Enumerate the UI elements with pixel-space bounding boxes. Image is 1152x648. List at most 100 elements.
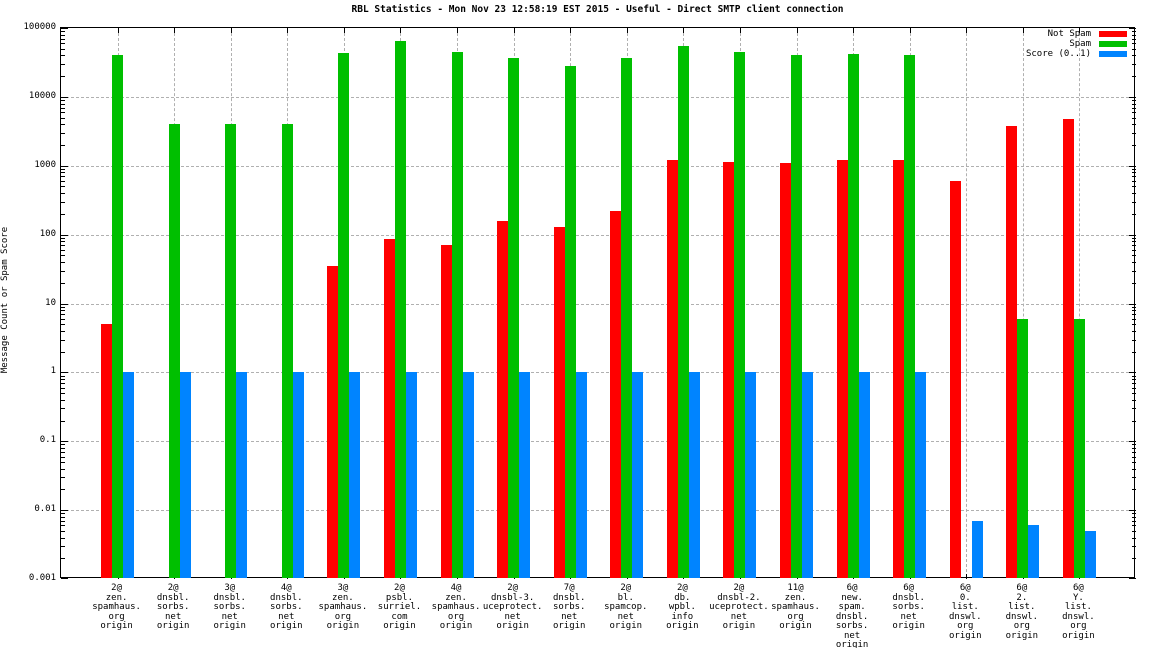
- legend-swatch: [1099, 41, 1127, 47]
- y-minor-tick: [61, 310, 65, 312]
- y-minor-tick: [61, 537, 65, 539]
- bar-score-0-1: [519, 372, 531, 578]
- y-major-tick: [61, 28, 68, 29]
- x-tick-label: 2@ psbl. surriel. com origin: [377, 583, 422, 631]
- x-tick-label: 6@ new. spam. dnsbl. sorbs. net origin: [835, 583, 869, 648]
- y-tick-label: 10: [45, 297, 56, 308]
- bar-score-0-1: [858, 372, 870, 578]
- x-tick-label: 7@ dnsbl. sorbs. net origin: [552, 583, 586, 631]
- legend: Not Spam Spam Score (0..1): [955, 29, 1127, 63]
- bar-not-spam: [101, 324, 113, 578]
- y-minor-tick: [1132, 393, 1136, 395]
- bar-spam: [394, 40, 406, 578]
- x-tick: [230, 28, 232, 33]
- y-minor-tick: [61, 520, 65, 522]
- y-minor-tick: [1132, 168, 1136, 170]
- y-minor-tick: [1132, 530, 1136, 532]
- y-minor-tick: [61, 525, 65, 527]
- bar-spam: [225, 124, 237, 578]
- y-minor-tick: [61, 241, 65, 243]
- x-tick-label: 2@ bl. spamcop. net origin: [604, 583, 648, 631]
- y-minor-tick: [61, 456, 65, 458]
- y-minor-tick: [61, 201, 65, 203]
- y-minor-tick: [1132, 107, 1136, 109]
- y-minor-tick: [61, 255, 65, 257]
- y-minor-tick: [61, 55, 65, 57]
- x-tick-label: 6@ dnsbl. sorbs. net origin: [892, 583, 925, 631]
- y-minor-tick: [61, 193, 65, 195]
- bar-not-spam: [836, 160, 848, 578]
- bar-spam: [451, 51, 463, 578]
- y-minor-tick: [1132, 444, 1136, 446]
- bar-spam: [791, 54, 803, 578]
- y-minor-tick: [1132, 55, 1136, 57]
- y-minor-tick: [1132, 100, 1136, 102]
- y-minor-tick: [1132, 383, 1136, 385]
- y-minor-tick: [61, 330, 65, 332]
- y-minor-tick: [1132, 48, 1136, 50]
- y-minor-tick: [61, 546, 65, 548]
- x-tick: [626, 28, 628, 33]
- y-minor-tick: [1132, 193, 1136, 195]
- bar-not-spam: [1062, 119, 1074, 578]
- y-minor-tick: [1132, 255, 1136, 257]
- y-minor-tick: [61, 172, 65, 174]
- bar-score-0-1: [236, 372, 248, 578]
- x-gridline: [1022, 28, 1024, 577]
- y-minor-tick: [61, 393, 65, 395]
- y-minor-tick: [61, 530, 65, 532]
- x-tick-label: 4@ dnsbl. sorbs. net origin: [270, 583, 303, 631]
- y-minor-tick: [1132, 537, 1136, 539]
- y-minor-tick: [1132, 117, 1136, 119]
- y-minor-tick: [1132, 387, 1136, 389]
- bar-not-spam: [723, 161, 735, 578]
- legend-label: Score (0..1): [1025, 49, 1091, 59]
- bar-not-spam: [666, 160, 678, 578]
- bar-not-spam: [440, 245, 452, 578]
- bar-not-spam: [553, 226, 565, 578]
- y-minor-tick: [61, 107, 65, 109]
- x-tick: [683, 28, 685, 33]
- x-tick: [400, 28, 402, 33]
- bar-spam: [734, 51, 746, 578]
- y-minor-tick: [61, 262, 65, 264]
- x-tick: [1079, 28, 1081, 33]
- y-minor-tick: [61, 477, 65, 479]
- bar-spam: [112, 55, 124, 578]
- bar-spam: [847, 53, 859, 578]
- bar-not-spam: [949, 181, 961, 578]
- y-minor-tick: [61, 103, 65, 105]
- y-minor-tick: [1132, 318, 1136, 320]
- y-tick-label: 100: [39, 228, 56, 239]
- y-minor-tick: [1132, 513, 1136, 515]
- y-minor-tick: [1132, 314, 1136, 316]
- y-tick-label: 0.01: [34, 504, 56, 515]
- bar-not-spam: [893, 160, 905, 578]
- bar-spam: [1017, 318, 1029, 578]
- y-minor-tick: [1132, 186, 1136, 188]
- y-minor-tick: [1132, 31, 1136, 33]
- y-minor-tick: [1132, 330, 1136, 332]
- y-tick-label: 0.001: [28, 573, 56, 583]
- y-gridline: [61, 165, 1134, 167]
- x-tick-label: 11@ zen. spamhaus. org origin: [771, 583, 820, 631]
- y-minor-tick: [61, 383, 65, 385]
- y-minor-tick: [1132, 461, 1136, 463]
- y-minor-tick: [1132, 241, 1136, 243]
- y-minor-tick: [1132, 213, 1136, 215]
- legend-swatch: [1099, 31, 1127, 37]
- x-tick: [1022, 28, 1024, 33]
- bar-spam: [1073, 318, 1085, 578]
- y-minor-tick: [61, 186, 65, 188]
- y-gridline: [61, 303, 1134, 305]
- y-minor-tick: [1132, 282, 1136, 284]
- y-minor-tick: [1132, 477, 1136, 479]
- x-tick: [117, 28, 119, 33]
- y-minor-tick: [61, 112, 65, 114]
- y-minor-tick: [1132, 181, 1136, 183]
- bar-score-0-1: [292, 372, 304, 578]
- y-minor-tick: [1132, 245, 1136, 247]
- x-tick: [909, 28, 911, 33]
- bar-spam: [621, 57, 633, 578]
